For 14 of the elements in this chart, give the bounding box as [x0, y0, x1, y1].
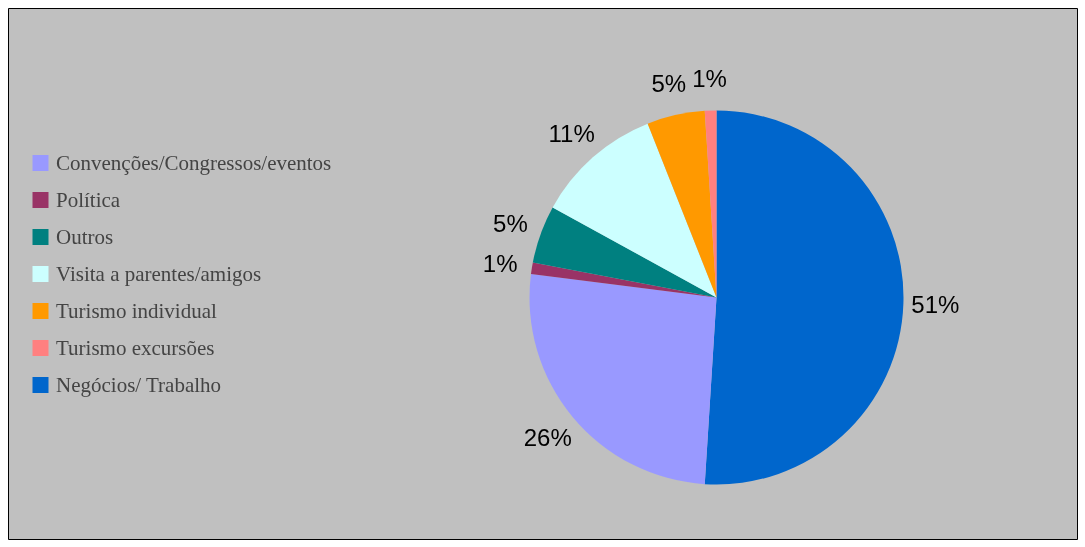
- data-label: 5%: [493, 209, 528, 237]
- data-label: 26%: [523, 423, 572, 451]
- legend-label: Turismo individual: [56, 298, 217, 323]
- data-label: 11%: [548, 119, 595, 147]
- legend-label: Negócios/ Trabalho: [56, 372, 222, 397]
- data-label: 1%: [692, 65, 727, 93]
- legend-label: Política: [56, 187, 121, 212]
- legend-label: Turismo excursões: [56, 335, 215, 360]
- data-label: 1%: [482, 249, 518, 277]
- data-label: 5%: [651, 70, 687, 98]
- legend-label: Visita a parentes/amigos: [56, 261, 262, 286]
- legend-label: Convenções/Congressos/eventos: [56, 150, 332, 175]
- data-label: 51%: [911, 290, 960, 318]
- legend-label: Outros: [56, 224, 114, 249]
